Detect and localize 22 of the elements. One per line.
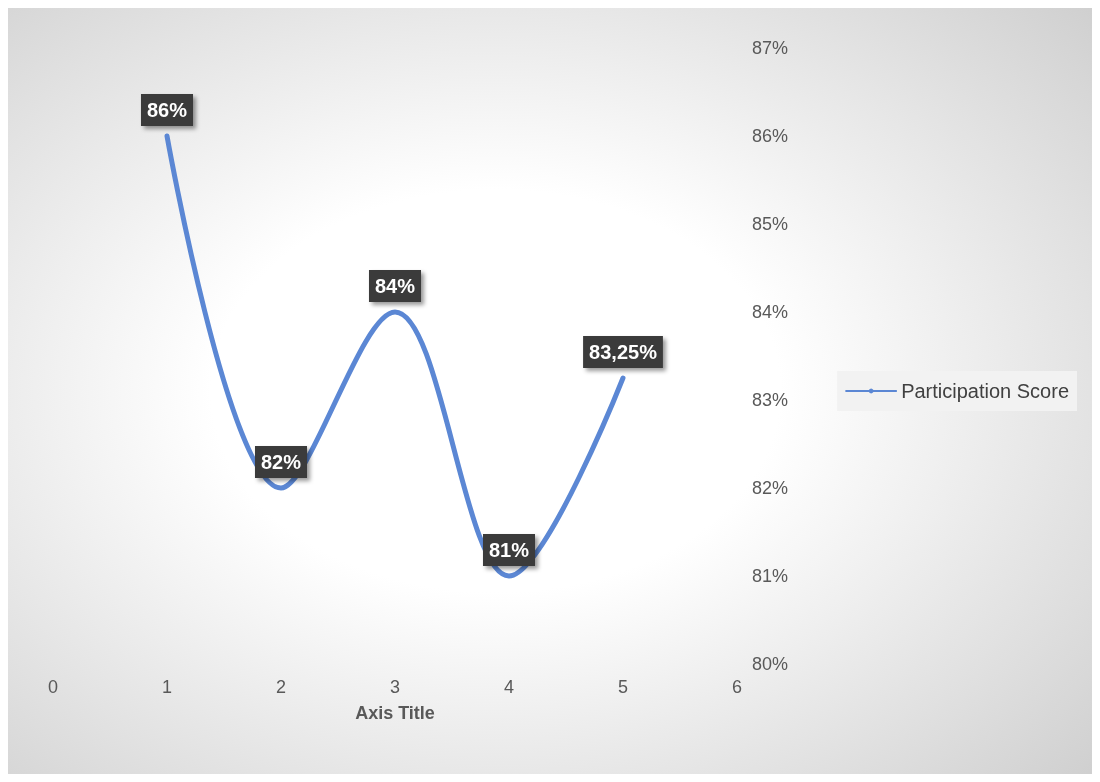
y-tick-label: 84%	[752, 302, 789, 322]
data-label: 84%	[374, 275, 416, 297]
x-tick-label: 0	[47, 677, 59, 697]
x-tick-label: 1	[161, 677, 173, 697]
y-tick-label: 81%	[752, 566, 789, 586]
y-tick-label: 80%	[752, 654, 789, 674]
x-tick-label: 2	[275, 677, 287, 697]
x-tick-label: 5	[617, 677, 629, 697]
y-tick-label: 82%	[752, 478, 789, 498]
data-label: 82%	[260, 451, 302, 473]
data-label: 81%	[488, 539, 530, 561]
data-label: 83,25%	[589, 341, 658, 363]
x-axis-title: Axis Title	[355, 703, 435, 723]
x-tick-label: 6	[731, 677, 743, 697]
y-tick-label: 85%	[752, 214, 789, 234]
y-tick-label: 86%	[752, 126, 789, 146]
data-label: 86%	[146, 99, 188, 121]
legend-label: Participation Score	[901, 380, 1070, 402]
y-tick-label: 83%	[752, 390, 789, 410]
x-tick-label: 4	[503, 677, 515, 697]
y-tick-label: 87%	[752, 38, 789, 58]
x-tick-label: 3	[389, 677, 401, 697]
